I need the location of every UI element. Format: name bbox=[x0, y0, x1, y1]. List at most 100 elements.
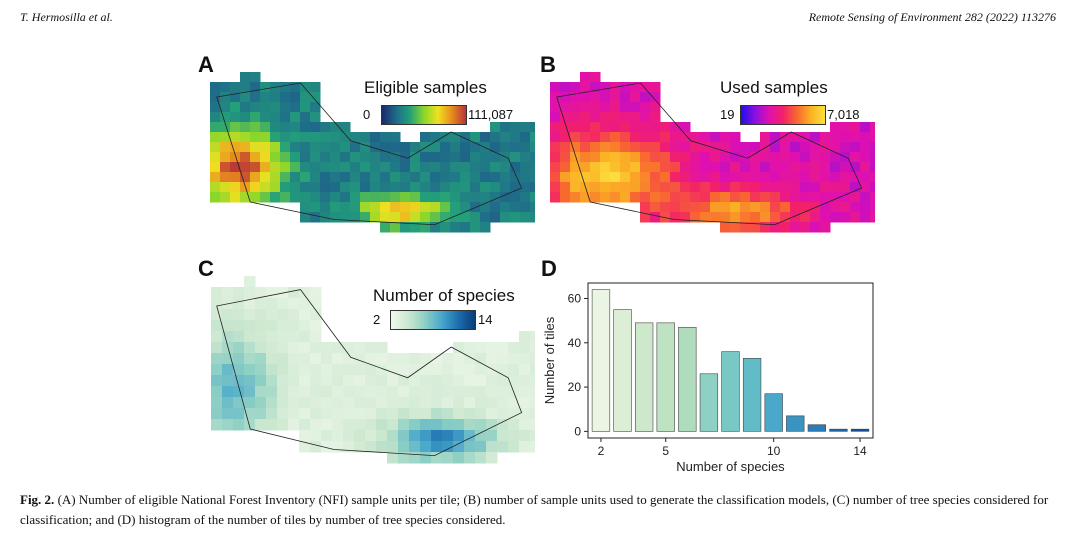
map-tile bbox=[390, 172, 401, 183]
map-tile bbox=[640, 152, 651, 163]
map-tile bbox=[350, 162, 361, 173]
map-tile bbox=[409, 441, 421, 453]
map-tile bbox=[780, 172, 791, 183]
map-tile bbox=[266, 386, 278, 398]
map-tile bbox=[290, 172, 301, 183]
map-tile bbox=[288, 419, 300, 431]
map-tile bbox=[431, 386, 443, 398]
map-tile bbox=[790, 202, 801, 213]
map-tile bbox=[310, 331, 322, 343]
map-tile bbox=[400, 202, 411, 213]
map-tile bbox=[670, 172, 681, 183]
map-tile bbox=[510, 192, 521, 203]
map-tile bbox=[560, 182, 571, 193]
map-tile bbox=[266, 353, 278, 365]
map-tile bbox=[440, 152, 451, 163]
map-tile bbox=[440, 182, 451, 193]
map-tile bbox=[266, 287, 278, 299]
map-tile bbox=[299, 342, 311, 354]
map-tile bbox=[380, 172, 391, 183]
map-tile bbox=[760, 132, 771, 143]
map-tile bbox=[250, 122, 261, 133]
map-tile bbox=[470, 192, 481, 203]
map-tile bbox=[240, 112, 251, 123]
map-tile bbox=[620, 82, 631, 93]
map-tile bbox=[650, 172, 661, 183]
map-tile bbox=[299, 375, 311, 387]
map-tile bbox=[720, 212, 731, 223]
panel-c-legend-min: 2 bbox=[373, 312, 381, 327]
map-tile bbox=[310, 342, 322, 354]
map-tile bbox=[270, 132, 281, 143]
caption-label: Fig. 2. bbox=[20, 492, 55, 507]
map-tile bbox=[730, 142, 741, 153]
map-tile bbox=[370, 212, 381, 223]
map-tile bbox=[250, 182, 261, 193]
map-tile bbox=[680, 142, 691, 153]
map-tile bbox=[590, 102, 601, 113]
map-tile bbox=[233, 331, 245, 343]
map-tile bbox=[220, 122, 231, 133]
map-tile bbox=[497, 342, 509, 354]
map-tile bbox=[570, 192, 581, 203]
map-tile bbox=[830, 152, 841, 163]
map-tile bbox=[370, 162, 381, 173]
map-tile bbox=[277, 386, 289, 398]
map-tile bbox=[310, 375, 322, 387]
x-tick-label: 10 bbox=[767, 444, 781, 458]
map-tile bbox=[720, 162, 731, 173]
map-tile bbox=[730, 222, 741, 233]
map-tile bbox=[332, 441, 344, 453]
x-tick-label: 2 bbox=[598, 444, 605, 458]
histogram-bar bbox=[829, 428, 848, 432]
map-tile bbox=[590, 92, 601, 103]
map-tile bbox=[760, 212, 771, 223]
map-tile bbox=[310, 212, 321, 223]
map-tile bbox=[460, 172, 471, 183]
map-tile bbox=[376, 441, 388, 453]
map-tile bbox=[550, 172, 561, 183]
map-tile bbox=[299, 397, 311, 409]
map-tile bbox=[255, 397, 267, 409]
map-tile bbox=[233, 364, 245, 376]
map-tile bbox=[460, 132, 471, 143]
map-tile bbox=[740, 172, 751, 183]
map-tile bbox=[519, 441, 531, 453]
map-tile bbox=[740, 192, 751, 203]
map-tile bbox=[550, 92, 561, 103]
map-tile bbox=[620, 102, 631, 113]
map-tile bbox=[350, 172, 361, 183]
map-tile bbox=[475, 441, 487, 453]
map-tile bbox=[450, 182, 461, 193]
map-tile bbox=[255, 386, 267, 398]
map-tile bbox=[420, 386, 432, 398]
map-tile bbox=[350, 152, 361, 163]
map-tile bbox=[222, 386, 234, 398]
map-tile bbox=[690, 172, 701, 183]
map-tile bbox=[400, 172, 411, 183]
map-tile bbox=[321, 342, 333, 354]
map-tile bbox=[270, 182, 281, 193]
map-tile bbox=[600, 162, 611, 173]
map-tile bbox=[370, 202, 381, 213]
map-tile bbox=[387, 353, 399, 365]
map-tile bbox=[660, 122, 671, 133]
panel-b-colorbar bbox=[740, 105, 826, 125]
map-tile bbox=[354, 386, 366, 398]
map-tile bbox=[630, 182, 641, 193]
map-tile bbox=[220, 82, 231, 93]
map-tile bbox=[310, 112, 321, 123]
map-tile bbox=[650, 82, 661, 93]
map-tile bbox=[230, 122, 241, 133]
map-tile bbox=[299, 320, 311, 332]
map-tile bbox=[840, 132, 851, 143]
map-tile bbox=[600, 172, 611, 183]
map-tile bbox=[332, 364, 344, 376]
eligible-samples-map bbox=[210, 72, 535, 233]
map-tile bbox=[750, 212, 761, 223]
map-tile bbox=[442, 353, 454, 365]
map-tile bbox=[475, 452, 487, 464]
map-tile bbox=[470, 172, 481, 183]
map-tile bbox=[470, 212, 481, 223]
map-tile bbox=[860, 132, 871, 143]
